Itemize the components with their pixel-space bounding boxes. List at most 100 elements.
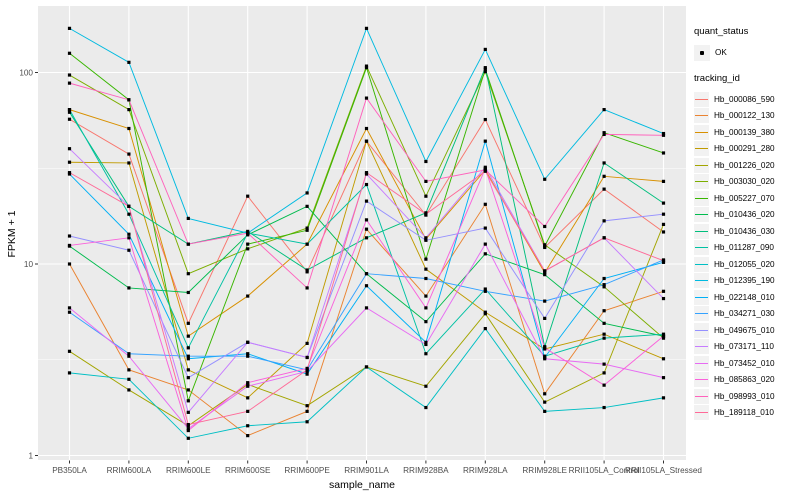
legend-key-line-icon xyxy=(694,223,709,239)
data-point xyxy=(661,376,666,380)
data-point xyxy=(424,194,428,198)
legend-entry-Hb_073171_110: Hb_073171_110 xyxy=(694,339,800,356)
data-point xyxy=(67,234,72,238)
series-color-swatch xyxy=(695,181,708,183)
legend-entry-label: Hb_000139_380 xyxy=(714,127,775,137)
legend-entry-label: Hb_003030_020 xyxy=(714,177,775,187)
x-tick-label: RRIM600SE xyxy=(225,466,271,475)
data-point xyxy=(661,201,666,205)
y-axis-title: FPKM + 1 xyxy=(6,210,18,258)
legend-entry-Hb_034271_030: Hb_034271_030 xyxy=(694,306,800,323)
legend-key-line-icon xyxy=(694,91,709,107)
data-point xyxy=(424,236,428,240)
data-point xyxy=(127,204,131,208)
data-point xyxy=(364,199,369,203)
legend-entry-Hb_073452_010: Hb_073452_010 xyxy=(694,355,800,372)
data-point xyxy=(602,108,606,112)
series-color-swatch xyxy=(695,98,708,100)
legend-entry-label: Hb_073171_110 xyxy=(714,342,774,352)
data-point xyxy=(424,238,428,242)
data-point xyxy=(364,66,369,70)
legend-key-line-icon xyxy=(694,124,709,140)
data-point xyxy=(186,290,190,295)
series-color-swatch xyxy=(695,362,708,364)
data-point xyxy=(186,321,190,325)
data-point xyxy=(543,346,547,350)
data-point xyxy=(127,352,131,356)
series-color-swatch xyxy=(695,395,708,397)
legend-entry-Hb_010436_030: Hb_010436_030 xyxy=(694,223,800,240)
data-point xyxy=(67,306,72,310)
data-point xyxy=(661,334,666,338)
data-point xyxy=(483,326,487,331)
data-point xyxy=(186,357,190,361)
legend-key-line-icon xyxy=(694,207,709,223)
data-point xyxy=(483,169,487,173)
data-point xyxy=(186,272,190,276)
data-point xyxy=(67,73,72,77)
legend-entry-label: Hb_000122_130 xyxy=(714,111,775,121)
data-point xyxy=(186,410,190,414)
y-tick-label: 10 xyxy=(24,260,34,269)
data-point xyxy=(602,132,606,137)
legend-entry-Hb_001226_020: Hb_001226_020 xyxy=(694,157,800,174)
data-point xyxy=(246,409,250,413)
data-point xyxy=(364,126,369,131)
data-point xyxy=(543,392,547,396)
data-point xyxy=(186,334,190,338)
data-point xyxy=(543,400,547,404)
legend-entry-label: Hb_049675_010 xyxy=(714,325,775,335)
data-point xyxy=(543,269,547,273)
legend-key-line-icon xyxy=(694,322,709,338)
legend-entry-Hb_012055_020: Hb_012055_020 xyxy=(694,256,800,273)
legend-entry-label: Hb_000291_280 xyxy=(714,144,775,154)
data-point xyxy=(364,227,369,231)
data-point xyxy=(67,110,72,114)
series-color-swatch xyxy=(695,346,708,348)
legend-entry-label: Hb_189118_010 xyxy=(714,408,774,418)
data-point xyxy=(186,388,190,392)
series-color-swatch xyxy=(695,164,708,166)
legend-entry-Hb_000291_280: Hb_000291_280 xyxy=(694,141,800,158)
legend-entry-label: Hb_011287_090 xyxy=(714,243,774,253)
legend-key-line-icon xyxy=(694,157,709,173)
data-point xyxy=(364,182,369,187)
data-point xyxy=(67,171,72,175)
data-point xyxy=(483,70,487,74)
data-point xyxy=(186,354,190,358)
data-point xyxy=(424,276,428,281)
data-point xyxy=(127,98,131,102)
data-point xyxy=(424,257,428,261)
legend-entry-label: Hb_000086_590 xyxy=(714,94,775,104)
data-point xyxy=(364,236,369,240)
series-color-swatch xyxy=(695,329,708,331)
data-point xyxy=(661,260,666,264)
data-point xyxy=(246,233,250,237)
data-point xyxy=(483,139,487,143)
y-tick-label: 1 xyxy=(28,451,33,460)
legend-key-line-icon xyxy=(694,306,709,322)
series-color-swatch xyxy=(695,230,708,232)
legend-entry-label: Hb_034271_030 xyxy=(714,309,775,319)
data-point xyxy=(67,310,72,314)
data-point xyxy=(483,289,487,293)
legend-tracking-id-title: tracking_id xyxy=(694,73,740,84)
data-point xyxy=(186,428,190,433)
data-point xyxy=(661,396,666,400)
legend-key-line-icon xyxy=(694,190,709,206)
series-color-swatch xyxy=(695,148,708,150)
data-point xyxy=(186,427,190,431)
data-point xyxy=(305,420,309,424)
data-point xyxy=(305,404,309,408)
data-point xyxy=(602,321,606,325)
data-point xyxy=(127,126,131,131)
data-point xyxy=(661,230,666,234)
legend-entry-label: Hb_012055_020 xyxy=(714,259,775,269)
data-point xyxy=(661,133,666,137)
data-point xyxy=(305,228,309,232)
data-point xyxy=(602,405,606,410)
data-point xyxy=(424,267,428,271)
data-point xyxy=(602,383,606,387)
series-color-swatch xyxy=(695,280,708,282)
data-point xyxy=(602,283,606,287)
